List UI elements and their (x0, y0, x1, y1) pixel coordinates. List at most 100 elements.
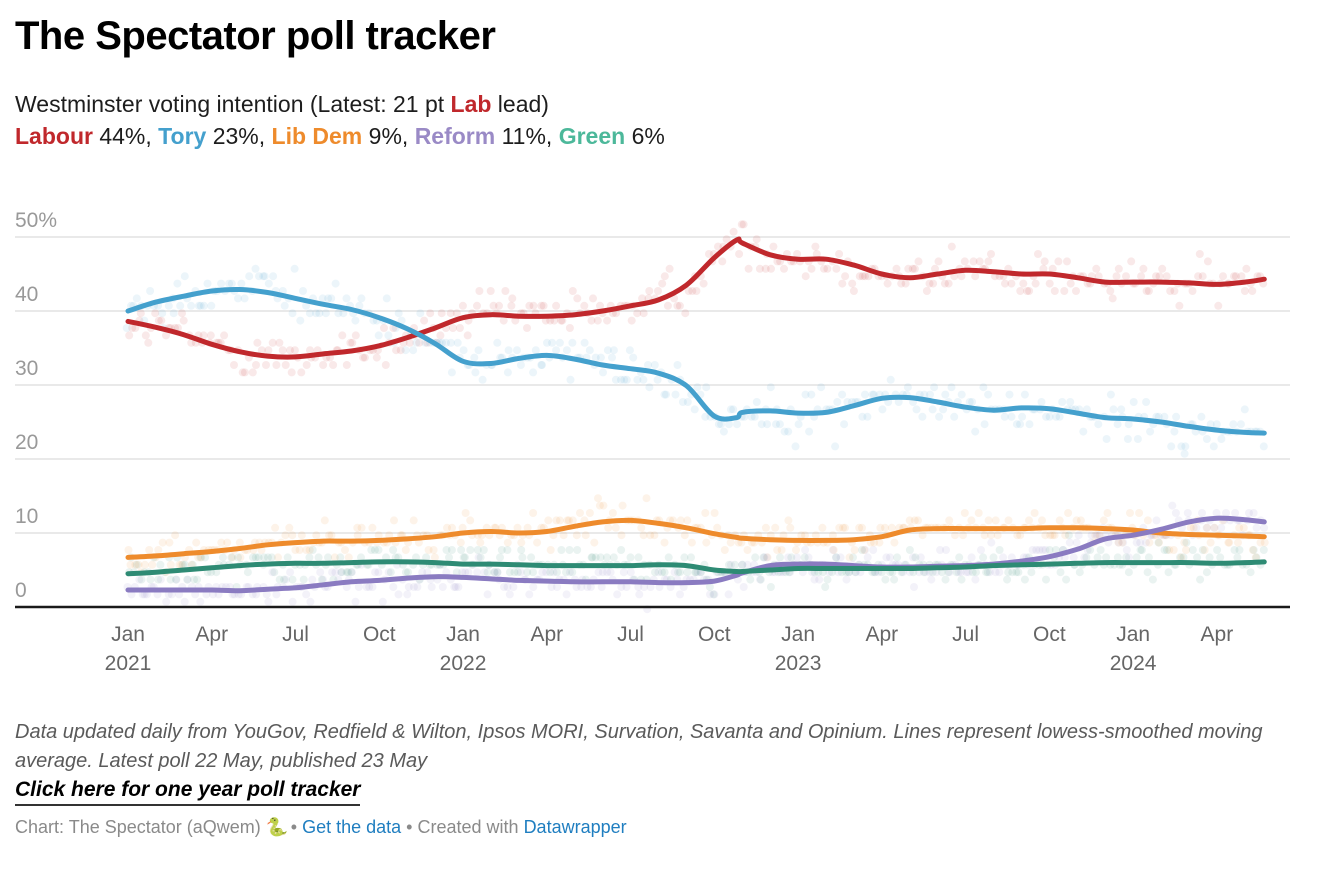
legend-tory-value: 23% (206, 123, 259, 149)
x-tick-label: Oct (698, 623, 731, 646)
poll-dot (769, 242, 778, 251)
poll-dot (154, 546, 163, 554)
poll-dot (705, 250, 713, 258)
poll-dot (493, 568, 502, 577)
poll-dot (1045, 412, 1054, 421)
poll-dot (342, 568, 351, 577)
poll-dot (860, 546, 869, 554)
poll-dot (603, 346, 612, 355)
poll-dot (1124, 420, 1133, 429)
poll-dot (914, 257, 923, 266)
get-the-data-link[interactable]: Get the data (302, 817, 402, 837)
poll-dot (936, 546, 945, 554)
poll-dot (944, 568, 953, 577)
poll-dot (283, 553, 292, 562)
poll-dot (553, 583, 561, 591)
poll-dot (1240, 405, 1249, 414)
poll-dot (845, 553, 854, 562)
poll-dot (455, 324, 464, 332)
poll-dot (495, 301, 503, 310)
poll-dot (568, 287, 577, 295)
poll-dot (1054, 257, 1063, 266)
poll-dot (1035, 546, 1044, 554)
poll-dot (738, 560, 747, 569)
poll-dot (829, 546, 838, 554)
poll-dot (800, 553, 809, 562)
poll-dot (1114, 264, 1123, 273)
poll-dot (761, 523, 770, 532)
poll-dot (691, 568, 700, 577)
poll-dot (665, 264, 674, 273)
poll-dot (513, 523, 522, 532)
poll-dot (504, 346, 513, 355)
poll-dot (1080, 553, 1089, 562)
poll-dot (817, 383, 826, 392)
poll-dot (650, 361, 659, 369)
poll-dot (987, 531, 996, 540)
poll-dot (1013, 531, 1022, 540)
poll-dot (787, 553, 796, 562)
poll-dot (288, 597, 297, 606)
poll-dot (887, 523, 896, 532)
poll-dot (968, 398, 977, 406)
poll-dot (640, 583, 649, 591)
poll-dot (497, 546, 506, 554)
poll-dot (180, 272, 189, 281)
poll-dot (269, 272, 278, 281)
poll-dot (500, 583, 508, 591)
datawrapper-link[interactable]: Datawrapper (523, 817, 627, 837)
poll-dot (547, 583, 556, 591)
poll-dot (275, 338, 284, 347)
poll-dot (987, 250, 995, 258)
poll-dot (1136, 538, 1145, 547)
poll-dot (466, 516, 475, 525)
poll-dot (234, 553, 242, 562)
poll-dot (861, 390, 869, 399)
poll-dot (828, 531, 837, 540)
poll-dot (1041, 531, 1050, 540)
poll-dot (483, 590, 492, 599)
poll-dot (274, 553, 282, 562)
poll-dot (166, 560, 175, 569)
poll-dot (639, 531, 648, 540)
poll-dot (317, 575, 326, 584)
poll-dot (635, 590, 644, 599)
poll-dot (367, 546, 376, 554)
poll-dot (347, 568, 356, 577)
poll-dot (394, 590, 403, 599)
poll-dot (1164, 568, 1173, 577)
poll-dot (353, 531, 362, 540)
poll-dot (384, 568, 393, 577)
poll-dot (529, 509, 538, 517)
poll-dot (196, 301, 205, 310)
poll-dot (1182, 546, 1190, 554)
poll-dot (568, 568, 577, 577)
poll-dot (392, 346, 401, 355)
poll-dot (177, 560, 186, 569)
poll-dot (272, 590, 281, 599)
poll-dot (499, 316, 508, 325)
poll-dot (473, 546, 482, 554)
poll-dot (176, 301, 185, 310)
poll-dot (729, 405, 738, 414)
one-year-tracker-link[interactable]: Click here for one year poll tracker (15, 776, 361, 806)
poll-dot (977, 546, 985, 554)
poll-dot (594, 494, 602, 503)
snake-icon: 🐍 (265, 817, 289, 837)
poll-dot (840, 420, 849, 429)
poll-dot (596, 553, 605, 562)
poll-dot (328, 568, 337, 577)
poll-dot (779, 531, 788, 540)
poll-dot (1114, 538, 1123, 547)
poll-dot (480, 568, 489, 577)
poll-dot (342, 361, 351, 369)
gridlines (15, 236, 1290, 534)
poll-dot (613, 590, 622, 599)
poll-dot (1129, 398, 1138, 406)
poll-dot (436, 331, 445, 340)
poll-dot (849, 553, 857, 562)
poll-dot (254, 553, 263, 562)
poll-dot (1058, 398, 1067, 406)
poll-dot (459, 553, 468, 562)
poll-dot (374, 568, 383, 577)
